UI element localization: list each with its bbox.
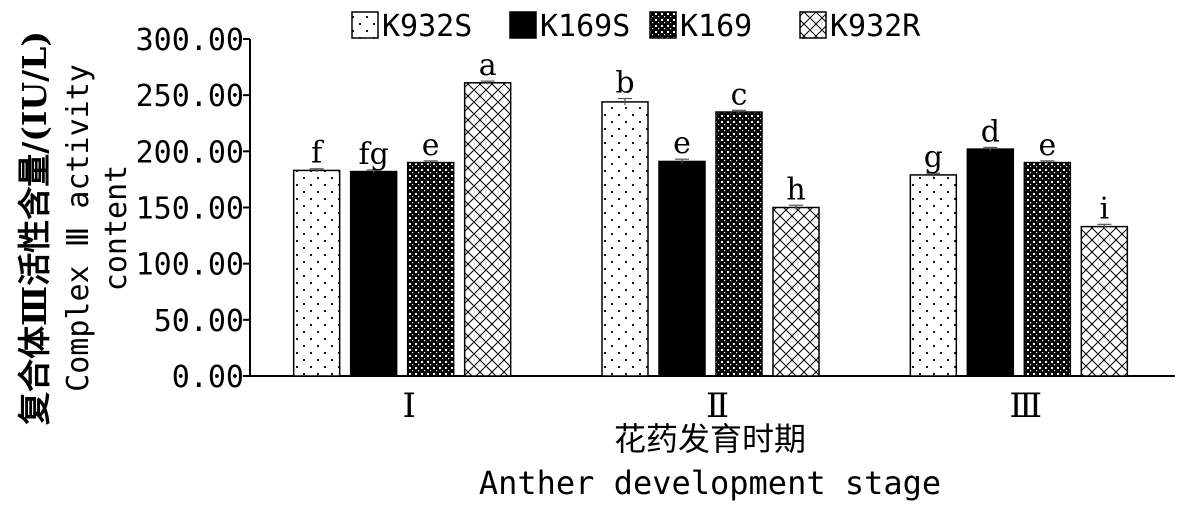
bar-k932r-3 — [1080, 225, 1129, 377]
significance-letter: d — [981, 114, 1000, 149]
y-tick-label: 100.00 — [136, 248, 244, 283]
y-tick-label: 150.00 — [136, 192, 244, 227]
significance-letter: e — [673, 126, 691, 161]
bar-k169s-1 — [349, 170, 398, 377]
legend-swatch-k932s — [351, 11, 379, 39]
significance-letter: fg — [359, 137, 389, 172]
significance-letter: h — [786, 172, 805, 207]
x-tick-label: Ⅰ — [402, 386, 415, 426]
bar-k169-1 — [406, 161, 455, 377]
significance-letter: g — [924, 140, 943, 175]
y-axis-title-cn: 复合体Ⅲ活性含量/(IU/L) — [15, 31, 54, 425]
significance-letter: e — [1038, 128, 1056, 163]
bar-k169s-2 — [658, 160, 706, 377]
y-tick-label: 300.00 — [136, 23, 244, 58]
significance-letter: b — [615, 66, 634, 101]
significance-letter: a — [479, 48, 497, 83]
significance-letter: f — [311, 136, 324, 171]
bar-k169s-3 — [966, 148, 1015, 377]
significance-letter: i — [1100, 191, 1110, 226]
x-axis-title-en: Anther development stage — [479, 464, 941, 502]
significance-letter: e — [422, 128, 440, 163]
y-tick-label: 250.00 — [136, 79, 244, 114]
bar-k169-2 — [715, 111, 763, 377]
y-axis-title-en-line2: content — [99, 165, 134, 291]
y-tick-label: 200.00 — [136, 135, 244, 170]
x-tick-label: Ⅱ — [706, 386, 729, 426]
legend-label: K169 — [680, 9, 752, 44]
y-axis-title-en-line1: Complex Ⅲ activity — [61, 64, 96, 392]
legend-label: K169S — [540, 9, 630, 44]
legend: K932S K169S K169 K932R — [351, 9, 921, 44]
significance-letter: c — [731, 77, 748, 112]
legend-swatch-k932r — [799, 11, 827, 39]
y-tick-label: 0.00 — [172, 360, 244, 395]
bar-k169-3 — [1023, 161, 1072, 377]
bar-k932r-2 — [772, 206, 820, 377]
x-tick-label: Ⅲ — [1009, 386, 1042, 426]
bar-k932s-3 — [909, 174, 958, 377]
legend-label: K932R — [830, 9, 921, 44]
x-axis-title-cn: 花药发育时期 — [614, 420, 806, 458]
axes: 0.00 50.00 100.00 150.00 200.00 250.00 300.00 — [136, 23, 1175, 395]
bar-k932s-2 — [601, 101, 649, 377]
y-tick-label: 50.00 — [154, 304, 244, 339]
legend-swatch-k169 — [649, 11, 677, 39]
legend-swatch-k169s — [509, 11, 537, 39]
bar-k932r-1 — [463, 82, 512, 377]
legend-label: K932S — [382, 9, 472, 44]
bar-k932s-1 — [292, 169, 341, 377]
